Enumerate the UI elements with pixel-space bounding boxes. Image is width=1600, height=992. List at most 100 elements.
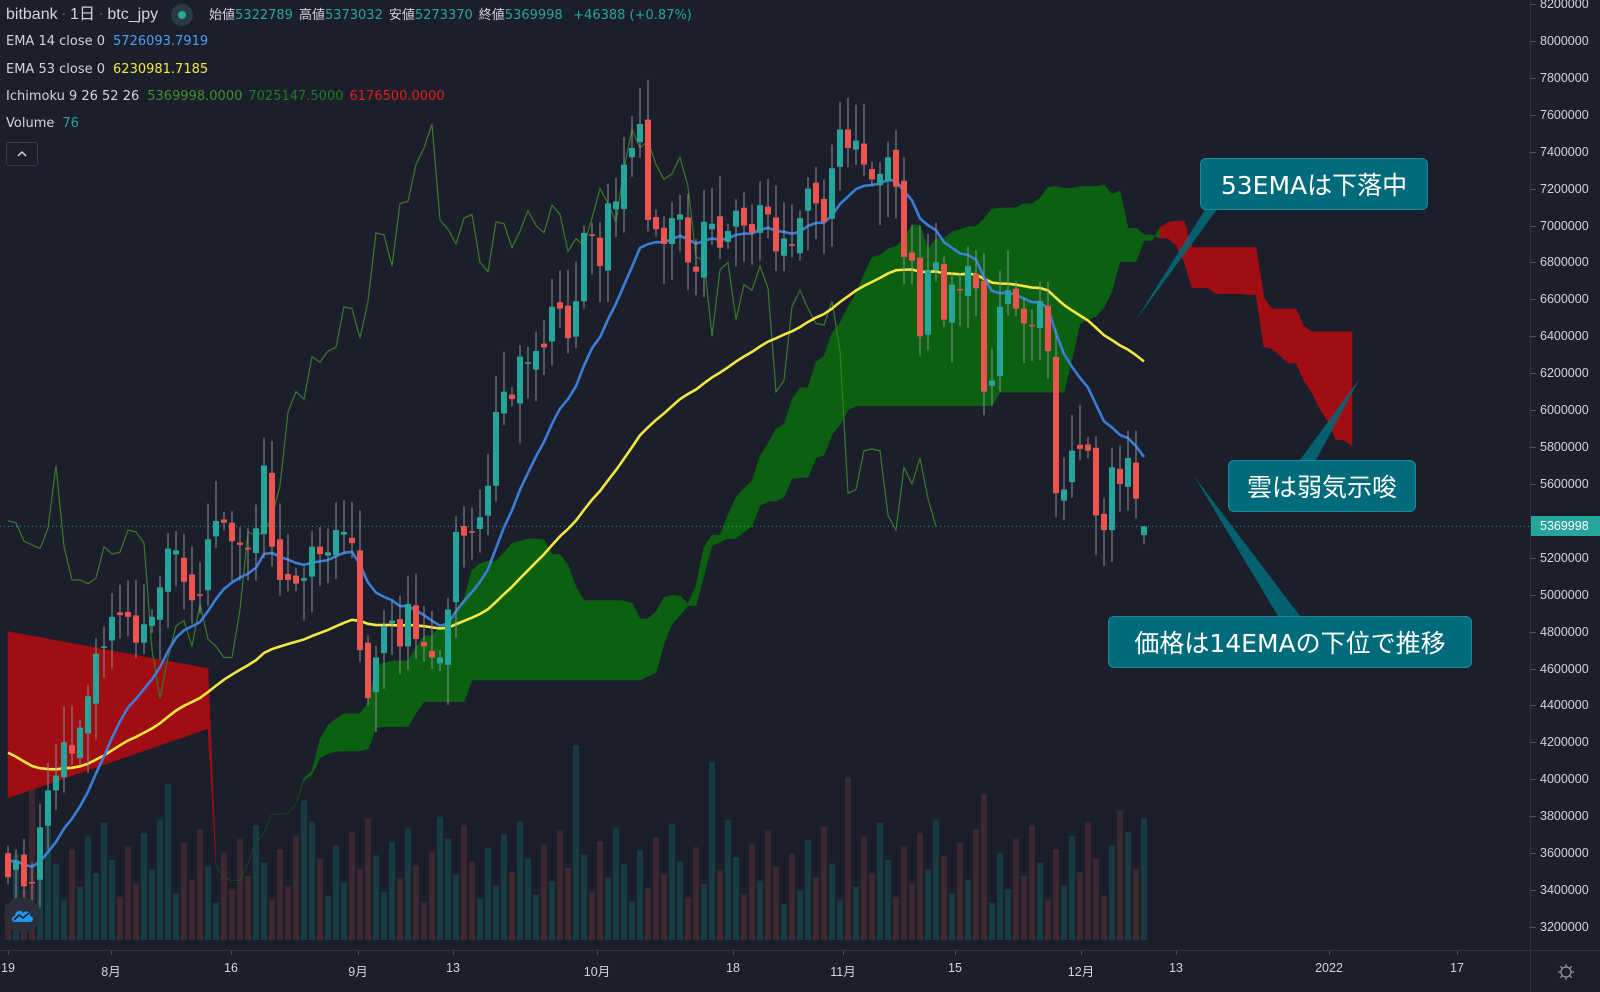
kumo-bearish <box>1239 247 1249 295</box>
kumo-bearish <box>1167 220 1177 246</box>
candle-up <box>1069 450 1075 483</box>
volume-bar <box>1021 876 1027 940</box>
indicator-name: EMA 14 close 0 <box>6 34 106 50</box>
candle-down <box>357 550 363 651</box>
volume-bar <box>909 883 915 940</box>
exchange-name[interactable]: bitbank <box>6 6 58 23</box>
candle-down <box>269 472 275 547</box>
volume-bar <box>309 822 315 940</box>
indicator-value: 5369998.0000 <box>147 88 243 104</box>
collapse-legend-button[interactable] <box>6 142 38 167</box>
volume-bar <box>637 850 643 940</box>
indicator-legend-row[interactable]: EMA 53 close 0 6230981.7185 <box>6 59 698 86</box>
price-tick: 7200000 <box>1531 181 1589 196</box>
candle-up <box>1109 467 1115 531</box>
indicator-name: Ichimoku 9 26 52 26 <box>6 88 140 104</box>
candle-down <box>565 305 571 339</box>
candle-up <box>333 530 339 556</box>
kumo-bullish <box>511 540 521 681</box>
kumo-bullish <box>855 274 865 407</box>
market-status-icon[interactable] <box>170 4 193 26</box>
kumo-bullish <box>863 257 873 407</box>
candle-down <box>461 526 467 536</box>
kumo-bullish <box>271 813 281 815</box>
volume-bar <box>253 825 259 940</box>
volume-bar <box>197 829 203 940</box>
kumo-bullish <box>551 554 561 681</box>
tradingview-logo[interactable] <box>4 897 40 933</box>
symbol-name[interactable]: btc_jpy <box>107 6 159 23</box>
volume-bar <box>109 859 115 940</box>
volume-bar <box>901 846 907 940</box>
candle-up <box>885 157 891 182</box>
time-axis[interactable]: 19 8月 16 9月 13 10月 18 11月 15 12月 13 2022 17 <box>0 950 1530 992</box>
interval[interactable]: 1日 <box>70 6 95 23</box>
time-tick: 12月 <box>1067 965 1095 979</box>
chart-legend: bitbank · 1日 · btc_jpy 始値5322789 高値5373032 安値5… <box>6 4 698 167</box>
kumo-bullish <box>319 724 329 759</box>
volume-bar <box>437 816 443 940</box>
kumo-bearish <box>1191 247 1201 289</box>
volume-bar <box>429 851 435 940</box>
volume-bar <box>1053 849 1059 940</box>
price-tick: 4000000 <box>1531 772 1589 787</box>
candle-down <box>973 273 979 289</box>
indicator-legend-row[interactable]: Ichimoku 9 26 52 26 5369998.0000 7025147.5… <box>6 86 698 113</box>
volume-bar <box>621 864 627 940</box>
volume-bar <box>693 847 699 940</box>
candle-up <box>61 742 67 778</box>
candlestick-chart[interactable] <box>0 0 1530 950</box>
candle-up <box>493 411 499 486</box>
kumo-bullish <box>831 321 841 436</box>
volume-bar <box>77 886 83 940</box>
gear-icon <box>1558 963 1574 980</box>
kumo-bearish <box>1271 308 1281 356</box>
annotation-callout[interactable]: 雲は弱気示唆 <box>1228 460 1416 512</box>
candle-up <box>757 205 763 233</box>
kumo-bullish <box>687 586 697 606</box>
last-price-label: 5369998 <box>1531 516 1600 537</box>
kumo-bullish <box>783 399 793 497</box>
volume-bar <box>221 852 227 940</box>
kumo-bearish <box>23 634 33 793</box>
kumo-bullish <box>751 456 761 527</box>
time-tick: 2022 <box>1315 961 1343 975</box>
candle-up <box>549 306 555 342</box>
kumo-bullish <box>655 596 665 673</box>
ohlc-label: 始値 <box>209 8 236 23</box>
volume-bar <box>957 842 963 940</box>
candle-up <box>373 657 379 693</box>
volume-bar <box>205 866 211 940</box>
volume-bar <box>853 886 859 940</box>
indicator-legend-row[interactable]: Volume 76 <box>6 113 698 140</box>
kumo-bullish <box>727 497 737 539</box>
chart-plot-area[interactable] <box>0 0 1530 950</box>
price-axis[interactable]: 8200000 8000000 7800000 7600000 7400000 72000… <box>1530 0 1600 950</box>
annotation-callout[interactable]: 価格は14EMAの下位で推移 <box>1108 616 1472 668</box>
volume-bar <box>541 844 547 940</box>
kumo-bullish <box>647 611 657 677</box>
candle-down <box>589 234 595 236</box>
chart-settings-button[interactable] <box>1530 950 1600 992</box>
volume-bar <box>525 858 531 940</box>
price-tick: 3800000 <box>1531 809 1589 824</box>
candle-up <box>93 653 99 704</box>
candle-down <box>1029 324 1035 327</box>
kumo-bullish <box>703 534 713 575</box>
candle-up <box>37 827 43 880</box>
kumo-bullish <box>1095 184 1105 317</box>
volume-bar <box>477 898 483 940</box>
candle-up <box>613 201 619 210</box>
candle-up <box>445 609 451 665</box>
kumo-bullish <box>791 386 801 480</box>
volume-bar <box>141 832 147 940</box>
volume-bar <box>421 902 427 940</box>
volume-bar <box>1117 810 1123 940</box>
callout-pointer <box>1300 378 1360 460</box>
kumo-bearish <box>1319 331 1329 422</box>
volume-bar <box>1013 839 1019 940</box>
indicator-legend-row[interactable]: EMA 14 close 0 5726093.7919 <box>6 31 698 58</box>
kumo-bullish <box>295 778 305 804</box>
annotation-callout[interactable]: 53EMAは下落中 <box>1200 158 1428 210</box>
price-tick: 6800000 <box>1531 255 1589 270</box>
